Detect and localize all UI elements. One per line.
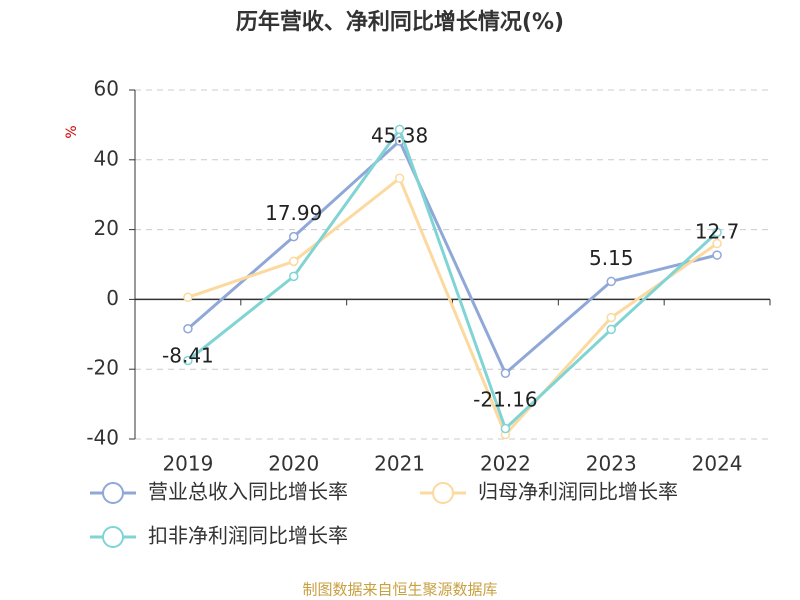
x-tick-label: 2021 — [374, 452, 425, 476]
data-point — [394, 124, 405, 135]
series-line — [186, 138, 718, 376]
source-note: 制图数据来自恒生聚源数据库 — [302, 581, 497, 599]
data-point — [183, 324, 193, 334]
data-point — [606, 312, 616, 323]
data-point — [394, 173, 405, 184]
data-point — [712, 250, 722, 260]
y-tick-label: 20 — [94, 216, 119, 240]
legend-label: 归母净利润同比增长率 — [478, 480, 678, 504]
data-point — [712, 227, 722, 238]
legend-label: 营业总收入同比增长率 — [148, 480, 348, 504]
data-point — [500, 423, 511, 434]
data-label: 12.7 — [695, 220, 740, 244]
x-tick-label: 2022 — [480, 452, 531, 476]
data-point — [712, 238, 722, 249]
data-label: -8.41 — [162, 343, 214, 367]
y-tick-label: -40 — [86, 426, 119, 450]
legend-marker — [432, 482, 454, 504]
legend-marker — [102, 482, 124, 504]
data-point — [606, 324, 616, 335]
data-point — [183, 355, 193, 366]
legend-label: 扣非净利润同比增长率 — [148, 524, 348, 548]
y-tick-label: -20 — [86, 356, 119, 380]
series-line — [187, 175, 718, 438]
legend-marker — [102, 526, 124, 548]
chart-title: 历年营收、净利同比增长情况(%) — [236, 9, 564, 35]
x-tick-label: 2023 — [586, 452, 637, 476]
series-line — [186, 126, 719, 432]
y-tick-label: 40 — [94, 146, 119, 170]
data-label: 17.99 — [265, 201, 322, 225]
data-point — [289, 256, 299, 267]
data-label: 5.15 — [589, 246, 634, 270]
data-point — [606, 276, 616, 287]
data-label: -21.16 — [473, 388, 537, 412]
y-axis-label: % — [64, 125, 80, 138]
data-point — [500, 368, 511, 378]
data-point — [183, 292, 193, 303]
y-tick-label: 0 — [106, 286, 119, 310]
x-tick-label: 2020 — [268, 452, 319, 476]
x-tick-label: 2019 — [162, 452, 213, 476]
data-point — [289, 271, 299, 282]
x-tick-label: 2024 — [692, 452, 743, 476]
y-tick-label: 60 — [94, 77, 119, 101]
data-point — [289, 231, 299, 242]
data-label: 45.38 — [371, 124, 428, 148]
